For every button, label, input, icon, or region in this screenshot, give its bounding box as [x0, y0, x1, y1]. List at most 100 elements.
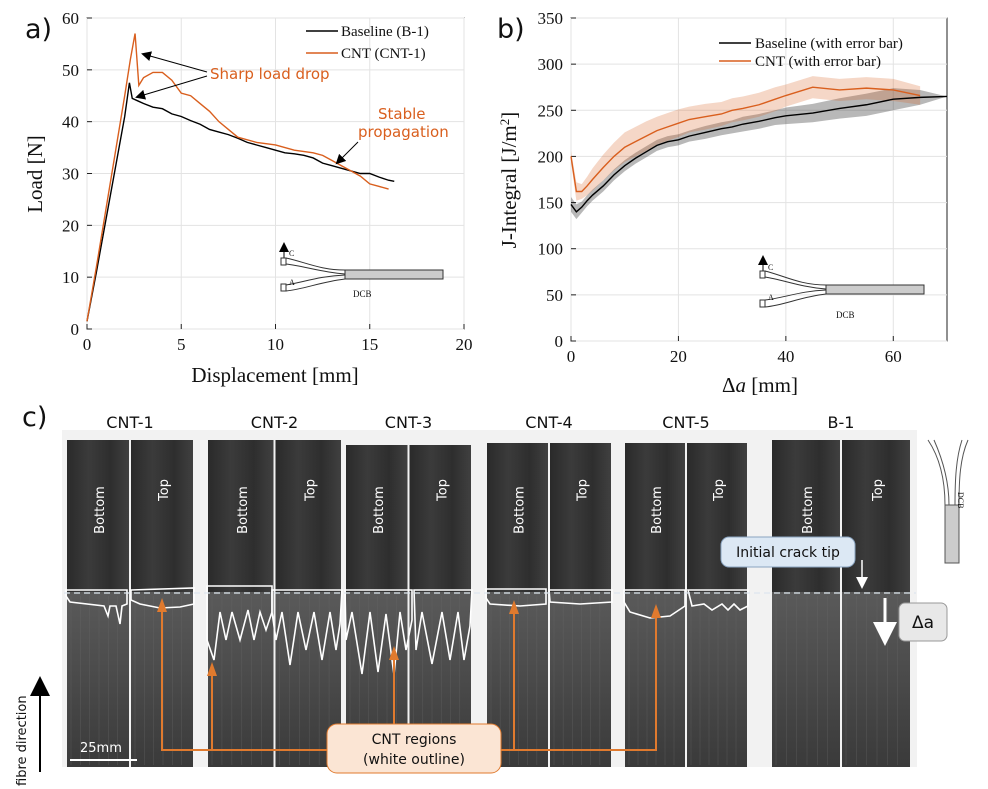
strip-upper-1-0 [208, 440, 274, 592]
panel-b-chart: 0 20 40 60 0 50 100 150 200 250 300 350 Baseline (w… [497, 9, 948, 397]
specimen-name-4: CNT-5 [662, 413, 709, 432]
specimen-name-0: CNT-1 [106, 413, 153, 432]
tick-x-1: 5 [177, 335, 186, 354]
strip-lower-1-0 [208, 592, 274, 767]
strip-upper-3-0 [487, 443, 548, 595]
cnt-leader-lines [161, 602, 657, 751]
strip-upper-4-0 [625, 443, 685, 595]
error-band-0 [571, 88, 947, 220]
series-line-0 [570, 95, 948, 213]
tick-y-3: 150 [538, 194, 564, 213]
panel-a-xlabel: Displacement [mm] [191, 363, 358, 387]
arrow-to-baseline-peak [135, 75, 208, 100]
face-label-top: Top [712, 479, 727, 502]
panel-a-label: a) [25, 14, 52, 45]
delta-a-box [898, 602, 948, 642]
inset-c-label: DCB [956, 492, 965, 508]
svg-text:A: A [768, 293, 774, 302]
panel-a-ylabel: Load [N] [23, 135, 47, 213]
inset-b-label: DCB [836, 310, 855, 320]
scale-bar-label: 25mm [80, 741, 122, 756]
cnt-regions-box [326, 723, 502, 774]
strip-upper-2-0 [346, 445, 408, 597]
tick-x-3: 15 [361, 335, 378, 354]
panel-b-ylabel: J-Integral [J/m2] [497, 112, 522, 249]
panel-a-ticks: 0 5 10 15 20 0 10 20 30 40 50 60 [62, 9, 473, 354]
legend-cnt-b: CNT (with error bar) [755, 54, 881, 70]
tick-y-5: 250 [538, 101, 564, 120]
tick-y-4: 40 [62, 113, 79, 132]
strip-upper-2-1 [409, 445, 471, 597]
specimen-names: CNT-1 CNT-2 CNT-3 CNT-4 CNT-5 B-1 [106, 413, 854, 432]
face-label-bottom: Bottom [650, 486, 665, 534]
legend-cnt: CNT (CNT-1) [341, 46, 426, 62]
face-label-top: Top [871, 479, 886, 502]
panel-b-series [570, 86, 948, 213]
face-label-bottom: Bottom [372, 486, 387, 534]
face-label-top: Top [435, 479, 450, 502]
strip-lower-3-1 [550, 592, 611, 767]
panel-a-series [86, 33, 395, 322]
face-label-top: Top [303, 479, 318, 502]
strip-lower-4-1 [687, 592, 747, 767]
panel-a-legend: Baseline (B-1) CNT (CNT-1) [306, 24, 429, 62]
tick-y-2: 20 [62, 216, 79, 235]
strip-upper-5-1 [842, 440, 910, 592]
tick-y-3: 30 [62, 165, 79, 184]
tick-x-1: 20 [670, 347, 687, 366]
tick-y-0: 0 [71, 320, 80, 339]
panel-b-legend: Baseline (with error bar) CNT (with erro… [719, 36, 903, 70]
cnt-leader-arrowheads [157, 598, 661, 676]
face-label-top: Top [576, 479, 591, 502]
specimen-name-3: CNT-4 [525, 413, 572, 432]
strip-upper-4-1 [687, 443, 747, 595]
tick-y-6: 60 [62, 9, 79, 28]
face-label-top: Top [157, 479, 172, 502]
series-line-1 [86, 33, 389, 322]
panel-c-photo: Bottom Top Bottom Top Bottom Top Bottom Top Bott… [62, 430, 948, 774]
series-line-0 [86, 82, 395, 322]
tick-y-6: 300 [538, 55, 564, 74]
fibre-direction-label: fibre direction [15, 695, 30, 786]
tick-y-0: 0 [555, 332, 564, 351]
tick-y-5: 50 [62, 61, 79, 80]
svg-text:C: C [289, 249, 294, 258]
annotation-sharp-load-drop: Sharp load drop [210, 65, 330, 83]
arrow-to-cnt-peak [141, 51, 208, 73]
panel-b-grid [570, 17, 947, 342]
specimen-name-5: B-1 [828, 413, 855, 432]
tick-x-3: 60 [885, 347, 902, 366]
strip-upper-0-0 [67, 440, 129, 592]
face-label-bottom: Bottom [236, 486, 251, 534]
initial-crack-callout [720, 536, 856, 568]
specimen-name-2: CNT-3 [385, 413, 432, 432]
panel-c-label: c) [22, 402, 47, 433]
tick-x-0: 0 [567, 347, 576, 366]
strip-upper-1-1 [275, 440, 341, 592]
panel-b-xlabel: Δa [mm] [722, 373, 798, 397]
inset-a-label: DCB [353, 289, 372, 299]
panel-b-ticks: 0 20 40 60 0 50 100 150 200 250 300 350 [538, 9, 902, 366]
tick-y-1: 10 [62, 268, 79, 287]
tick-y-1: 50 [546, 286, 563, 305]
panel-a-dcb-inset: C A DCB [279, 242, 444, 299]
legend-baseline-b: Baseline (with error bar) [755, 36, 903, 52]
series-line-1 [570, 86, 921, 193]
panel-b-label: b) [497, 14, 525, 45]
annotation-propagation: propagation [358, 123, 449, 141]
tick-x-0: 0 [83, 335, 92, 354]
specimen-name-1: CNT-2 [251, 413, 298, 432]
annotation-stable: Stable [378, 105, 426, 123]
tick-y-7: 350 [538, 9, 564, 28]
panel-c-dcb-inset: DCB [927, 439, 969, 564]
tick-x-2: 10 [267, 335, 284, 354]
face-label-bottom: Bottom [801, 486, 816, 534]
initial-crack-label: Initial crack tip [736, 545, 840, 561]
legend-baseline: Baseline (B-1) [341, 24, 429, 40]
strip-upper-3-1 [550, 443, 611, 595]
svg-text:A: A [289, 278, 295, 287]
tick-y-4: 200 [538, 147, 564, 166]
cnt-regions-line2: (white outline) [363, 752, 465, 768]
arrow-stable-propagation [335, 141, 359, 165]
